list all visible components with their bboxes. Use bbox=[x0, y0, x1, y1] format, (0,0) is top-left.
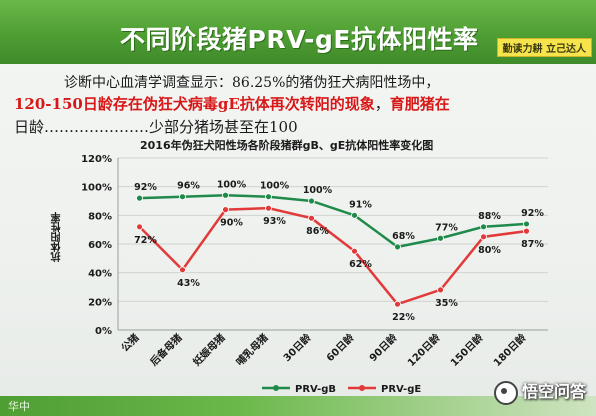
data-label-PRV-gE: 22% bbox=[392, 312, 415, 323]
text-line-2-comma: ， bbox=[374, 95, 390, 113]
text-line-2-red-tail: 育肥猪在 bbox=[389, 95, 450, 113]
data-label-PRV-gB: 88% bbox=[478, 211, 501, 222]
data-label-PRV-gE: 35% bbox=[435, 298, 458, 309]
data-label-PRV-gE: 80% bbox=[478, 245, 501, 256]
data-label-PRV-gB: 100% bbox=[217, 179, 247, 190]
x-tick-label: 60日龄 bbox=[323, 330, 357, 364]
data-label-PRV-gB: 92% bbox=[134, 182, 157, 193]
legend-marker-PRV-gE bbox=[359, 385, 365, 391]
brand-text: 华中 bbox=[8, 400, 30, 413]
data-label-PRV-gE: 72% bbox=[134, 235, 157, 246]
data-label-PRV-gB: 91% bbox=[349, 199, 372, 210]
chart-title: 2016年伪狂犬阳性场各阶段猪群gB、gE抗体阳性率变化图 bbox=[140, 139, 434, 152]
data-label-PRV-gB: 96% bbox=[177, 181, 200, 192]
legend-label-PRV-gE: PRV-gE bbox=[381, 384, 421, 395]
data-label-PRV-gB: 100% bbox=[260, 181, 290, 192]
data-label-PRV-gE: 62% bbox=[349, 259, 372, 270]
x-tick-label: 哺乳母猪 bbox=[233, 331, 270, 368]
x-tick-label: 120日龄 bbox=[405, 330, 444, 369]
data-point-PRV-gB bbox=[179, 193, 186, 201]
x-tick-label: 150日龄 bbox=[448, 330, 487, 369]
y-tick-label: 60% bbox=[88, 240, 112, 251]
data-label-PRV-gE: 43% bbox=[177, 278, 200, 289]
x-tick-label: 妊娠母猪 bbox=[190, 331, 227, 368]
x-tick-label: 90日龄 bbox=[366, 330, 400, 364]
data-label-PRV-gB: 68% bbox=[392, 231, 415, 242]
watermark-text: 悟空问答 bbox=[521, 382, 586, 401]
y-tick-label: 20% bbox=[88, 297, 112, 308]
data-label-PRV-gE: 86% bbox=[306, 226, 329, 237]
x-tick-label: 公猪 bbox=[118, 331, 141, 354]
text-line-3-tail: 少部分猪场甚至在100 bbox=[149, 118, 298, 136]
y-tick-label: 120% bbox=[81, 154, 112, 165]
data-point-PRV-gE bbox=[179, 266, 186, 274]
data-label-PRV-gE: 90% bbox=[220, 218, 243, 229]
data-point-PRV-gB bbox=[523, 220, 530, 228]
text-line-3: 日龄…………………少部分猪场甚至在100 bbox=[14, 116, 298, 137]
wukong-logo-icon bbox=[493, 380, 518, 405]
series-line-PRV-gB bbox=[139, 194, 527, 249]
data-point-PRV-gE bbox=[523, 227, 530, 235]
text-line-2: 120-150日龄存在伪狂犬病毒gE抗体再次转阳的现象，育肥猪在 bbox=[14, 93, 450, 114]
data-point-PRV-gE bbox=[265, 204, 272, 212]
data-label-PRV-gE: 87% bbox=[521, 239, 544, 250]
legend-marker-PRV-gB bbox=[273, 385, 279, 391]
data-point-PRV-gB bbox=[222, 191, 229, 199]
x-tick-label: 后备母猪 bbox=[147, 331, 184, 368]
data-point-PRV-gB bbox=[308, 197, 315, 205]
data-point-PRV-gE bbox=[351, 247, 358, 255]
data-label-PRV-gB: 100% bbox=[303, 185, 333, 196]
y-tick-label: 40% bbox=[88, 269, 112, 280]
text-line-3-head: 日龄………………… bbox=[14, 118, 150, 136]
data-point-PRV-gE bbox=[394, 300, 401, 308]
data-label-PRV-gB: 92% bbox=[521, 208, 544, 219]
data-point-PRV-gB bbox=[265, 193, 272, 201]
motto-banner: 勤读力耕 立己达人 bbox=[496, 38, 592, 57]
data-point-PRV-gE bbox=[480, 233, 487, 241]
legend-label-PRV-gB: PRV-gB bbox=[295, 384, 336, 395]
watermark: 悟空问答 bbox=[493, 378, 586, 405]
data-point-PRV-gB bbox=[136, 194, 143, 202]
y-tick-label: 80% bbox=[88, 211, 112, 222]
slide-title: 不同阶段猪PRV-gE抗体阳性率 bbox=[120, 25, 479, 54]
data-label-PRV-gB: 77% bbox=[435, 222, 458, 233]
x-tick-label: 30日龄 bbox=[280, 330, 314, 364]
data-point-PRV-gE bbox=[136, 223, 143, 231]
bottom-bar bbox=[0, 396, 596, 416]
y-tick-label: 100% bbox=[81, 183, 112, 194]
data-point-PRV-gE bbox=[222, 206, 229, 214]
data-point-PRV-gE bbox=[437, 286, 444, 294]
series-line-PRV-gE bbox=[138, 206, 527, 306]
text-line-2-red: 120-150日龄存在伪狂犬病毒gE抗体再次转阳的现象 bbox=[14, 95, 375, 113]
data-label-PRV-gE: 93% bbox=[263, 216, 286, 227]
data-point-PRV-gB bbox=[394, 243, 401, 251]
x-tick-label: 180日龄 bbox=[491, 330, 530, 369]
data-point-PRV-gE bbox=[308, 214, 315, 222]
data-point-PRV-gB bbox=[480, 223, 487, 231]
text-line-1: 诊断中心血清学调查显示：86.25%的猪伪狂犬病阳性场中， bbox=[64, 75, 440, 91]
data-point-PRV-gB bbox=[437, 234, 444, 242]
y-tick-label: 0% bbox=[95, 326, 112, 337]
data-point-PRV-gB bbox=[351, 211, 358, 219]
